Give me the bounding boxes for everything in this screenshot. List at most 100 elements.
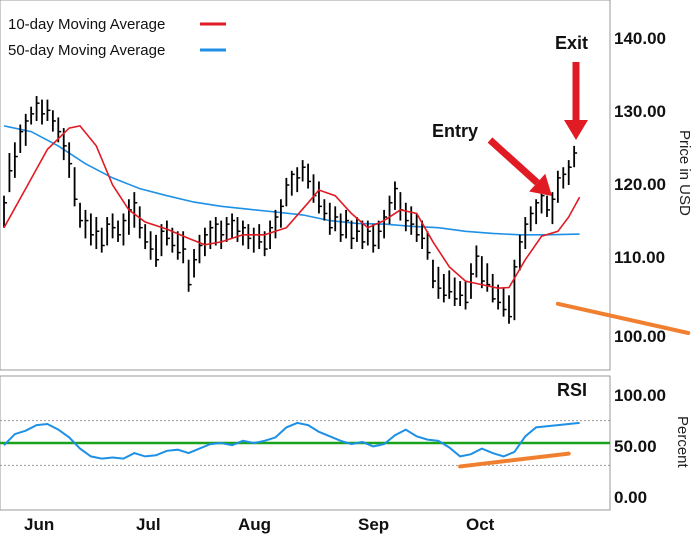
- entry-arrow-shaft: [487, 137, 540, 186]
- price-bar: [356, 217, 360, 242]
- exit-arrow-head: [564, 120, 588, 140]
- price-bar: [518, 234, 523, 271]
- price-bar: [19, 124, 24, 153]
- price-bar: [486, 263, 491, 292]
- price-bar: [68, 142, 73, 178]
- price-bar: [95, 217, 100, 250]
- legend-ma10-label: 10-day Moving Average: [8, 16, 165, 33]
- price-bar: [242, 220, 246, 246]
- trendlines: [458, 301, 691, 469]
- price-bar: [79, 202, 84, 228]
- price-bar: [432, 259, 436, 289]
- price-bar: [193, 249, 198, 278]
- price-bar: [388, 195, 393, 225]
- price-bar: [328, 202, 333, 235]
- exit-label: Exit: [555, 33, 588, 53]
- rsi-y-axis-title: Percent: [674, 416, 691, 469]
- price-trendline: [555, 301, 691, 335]
- price-bar: [176, 231, 181, 260]
- rsi-y-tick: 0.00: [614, 488, 647, 507]
- price-bar: [111, 213, 116, 239]
- price-bar: [372, 224, 377, 253]
- price-bar: [567, 160, 572, 185]
- price-bar: [301, 160, 306, 182]
- price-bar: [236, 217, 241, 242]
- price-bar: [529, 206, 534, 232]
- price-bar: [73, 167, 78, 207]
- price-bar: [437, 266, 442, 299]
- price-bar: [464, 281, 469, 310]
- price-bar: [296, 167, 301, 193]
- price-y-tick: 130.00: [614, 102, 666, 121]
- price-bar: [225, 217, 230, 242]
- price-bar: [345, 209, 350, 239]
- price-bar: [24, 113, 29, 146]
- price-bar: [508, 295, 512, 324]
- price-bar: [318, 181, 322, 214]
- entry-label: Entry: [432, 121, 478, 141]
- price-y-axis-title: Price in USD: [676, 130, 693, 216]
- price-bar: [556, 170, 561, 203]
- price-bar: [513, 259, 518, 321]
- price-bar: [404, 202, 409, 232]
- x-tick-oct: Oct: [466, 515, 495, 534]
- price-bar: [491, 273, 496, 303]
- price-bar: [470, 263, 474, 299]
- rsi-layer: [3, 421, 580, 460]
- price-bar: [144, 224, 149, 250]
- rsi-trendline: [458, 451, 571, 469]
- price-bar: [377, 220, 382, 250]
- price-bar: [274, 209, 279, 239]
- price-bar: [117, 220, 122, 242]
- price-bar: [89, 213, 94, 246]
- price-bar: [290, 170, 295, 196]
- price-bar: [198, 234, 203, 264]
- price-bar: [100, 227, 105, 253]
- x-tick-jul: Jul: [136, 515, 161, 534]
- exit-arrow: [564, 62, 588, 140]
- price-bar: [410, 206, 415, 235]
- price-bar: [204, 227, 208, 257]
- price-bar: [3, 195, 7, 228]
- price-bar: [46, 99, 51, 121]
- price-bar: [280, 199, 284, 228]
- x-axis: Jun Jul Aug Sep Oct: [24, 515, 495, 534]
- price-bar: [307, 163, 312, 189]
- price-bar: [426, 231, 431, 260]
- price-bar: [551, 192, 556, 225]
- rsi-bands: [0, 420, 610, 466]
- rsi-y-axis: 100.00 50.00 0.00: [614, 386, 666, 507]
- x-tick-jun: Jun: [24, 515, 54, 534]
- price-bar: [573, 145, 578, 168]
- rsi-y-tick: 50.00: [614, 437, 657, 456]
- price-y-tick: 120.00: [614, 175, 666, 194]
- price-y-tick: 100.00: [614, 327, 666, 346]
- price-bar: [421, 220, 426, 250]
- price-bar: [415, 213, 420, 242]
- price-bar: [442, 273, 447, 303]
- ma10-line: [3, 125, 581, 290]
- rsi-y-tick: 100.00: [614, 386, 666, 405]
- price-bar: [133, 192, 138, 228]
- price-bar: [361, 220, 366, 250]
- x-tick-sep: Sep: [358, 515, 389, 534]
- price-bar: [247, 224, 252, 250]
- price-bar: [480, 256, 485, 289]
- price-bar: [8, 152, 13, 193]
- price-bar: [334, 206, 339, 232]
- price-bar: [383, 209, 388, 239]
- price-bar: [269, 220, 274, 250]
- price-bar: [524, 217, 529, 250]
- price-bar: [160, 224, 165, 257]
- ma10-layer: [3, 125, 581, 290]
- price-bar: [149, 231, 154, 260]
- price-bar: [350, 220, 355, 250]
- price-bar: [502, 288, 507, 317]
- price-y-tick: 140.00: [614, 29, 666, 48]
- arrows: [487, 62, 588, 196]
- price-bar: [51, 110, 56, 132]
- ma50-line: [3, 125, 580, 236]
- price-bar: [546, 195, 550, 218]
- price-bar: [459, 281, 464, 306]
